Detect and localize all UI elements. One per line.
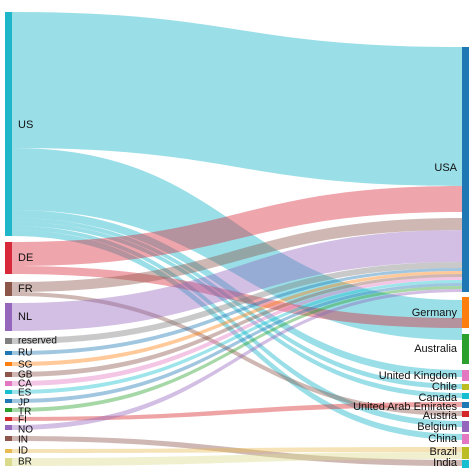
target-node-united-kingdom[interactable] — [462, 370, 469, 381]
link-de-to-usa — [12, 186, 462, 266]
target-label-belgium: Belgium — [417, 421, 457, 433]
link-in-to-india — [12, 436, 462, 466]
target-label-germany: Germany — [412, 307, 458, 319]
sankey-nodes — [5, 12, 469, 468]
source-node-no[interactable] — [5, 425, 12, 430]
source-node-nl[interactable] — [5, 303, 12, 331]
target-label-usa: USA — [434, 162, 457, 174]
link-br-to-brazil — [12, 452, 462, 466]
target-node-belgium[interactable] — [462, 421, 469, 432]
source-node-br[interactable] — [5, 458, 12, 466]
link-es-to-usa — [12, 280, 462, 394]
source-label-no: NO — [18, 425, 33, 436]
source-label-br: BR — [18, 457, 32, 468]
source-node-de[interactable] — [5, 242, 12, 274]
source-label-jp: JP — [18, 398, 30, 409]
source-label-sg: SG — [18, 360, 33, 371]
link-de-to-germany — [12, 266, 462, 328]
target-label-canada: Canada — [418, 392, 457, 404]
link-fr-to-austria — [12, 292, 462, 416]
source-label-gb: GB — [18, 370, 33, 381]
source-node-ca[interactable] — [5, 381, 12, 386]
link-no-to-usa — [12, 289, 462, 430]
link-gb-to-usa — [12, 274, 462, 377]
source-label-reserved: reserved — [18, 336, 57, 347]
target-label-brazil: Brazil — [429, 446, 457, 458]
link-tr-to-usa — [12, 286, 462, 412]
target-node-united-arab-emirates[interactable] — [462, 402, 469, 408]
source-label-fr: FR — [18, 283, 33, 295]
target-label-australia: Australia — [414, 343, 458, 355]
target-node-usa[interactable] — [462, 47, 469, 292]
source-label-fi: FI — [18, 415, 27, 426]
link-us-to-belgium — [12, 226, 462, 427]
link-jp-to-usa — [12, 283, 462, 403]
link-us-to-canada — [12, 222, 462, 398]
target-label-china: China — [428, 433, 458, 445]
source-label-es: ES — [18, 388, 32, 399]
target-label-austria: Austria — [423, 410, 458, 422]
target-node-austria[interactable] — [462, 411, 469, 417]
source-label-us: US — [18, 119, 33, 131]
source-node-in[interactable] — [5, 436, 12, 441]
source-label-nl: NL — [18, 311, 32, 323]
link-us-to-usa — [12, 12, 462, 186]
link-id-to-brazil — [12, 447, 462, 453]
link-nl-to-usa — [12, 230, 462, 331]
target-label-chile: Chile — [432, 381, 457, 393]
source-node-us[interactable] — [5, 12, 12, 236]
target-label-united-arab-emirates: United Arab Emirates — [353, 401, 457, 413]
link-reserved-to-usa — [12, 262, 462, 344]
link-us-to-chile — [12, 218, 462, 389]
source-node-sg[interactable] — [5, 362, 12, 366]
source-node-ru[interactable] — [5, 351, 12, 355]
link-us-to-united-kingdom — [12, 210, 462, 377]
source-node-fi[interactable] — [5, 417, 12, 421]
source-label-id: ID — [18, 446, 28, 457]
target-node-chile[interactable] — [462, 384, 469, 390]
sankey-labels: US DE FR NL reservedRUSGGBCAESJPTRFINOINIDBR… — [18, 119, 458, 469]
link-ca-to-usa — [12, 277, 462, 386]
source-node-es[interactable] — [5, 390, 12, 394]
source-label-de: DE — [18, 252, 33, 264]
source-node-fr[interactable] — [5, 282, 12, 296]
target-node-india[interactable] — [462, 460, 469, 468]
source-label-in: IN — [18, 435, 28, 446]
sankey-links — [12, 12, 462, 466]
link-us-to-china — [12, 230, 462, 440]
source-node-tr[interactable] — [5, 408, 12, 412]
source-node-id[interactable] — [5, 449, 12, 453]
source-node-gb[interactable] — [5, 372, 12, 377]
link-fr-to-usa — [12, 218, 462, 292]
link-us-to-australia — [12, 148, 462, 340]
source-label-tr: TR — [18, 407, 31, 418]
link-fi-to-united-arab-emirates — [12, 402, 462, 421]
source-node-jp[interactable] — [5, 399, 12, 403]
target-node-canada[interactable] — [462, 393, 469, 399]
link-ru-to-usa — [12, 268, 462, 355]
source-label-ru: RU — [18, 348, 32, 359]
source-node-reserved[interactable] — [5, 338, 12, 344]
target-label-united-kingdom: United Kingdom — [379, 370, 457, 382]
link-sg-to-usa — [12, 271, 462, 366]
source-label-ca: CA — [18, 379, 32, 390]
target-node-china[interactable] — [462, 434, 469, 444]
target-node-germany[interactable] — [462, 297, 469, 328]
target-label-india: India — [433, 457, 458, 469]
target-node-australia[interactable] — [462, 334, 469, 364]
target-node-brazil[interactable] — [462, 447, 469, 459]
